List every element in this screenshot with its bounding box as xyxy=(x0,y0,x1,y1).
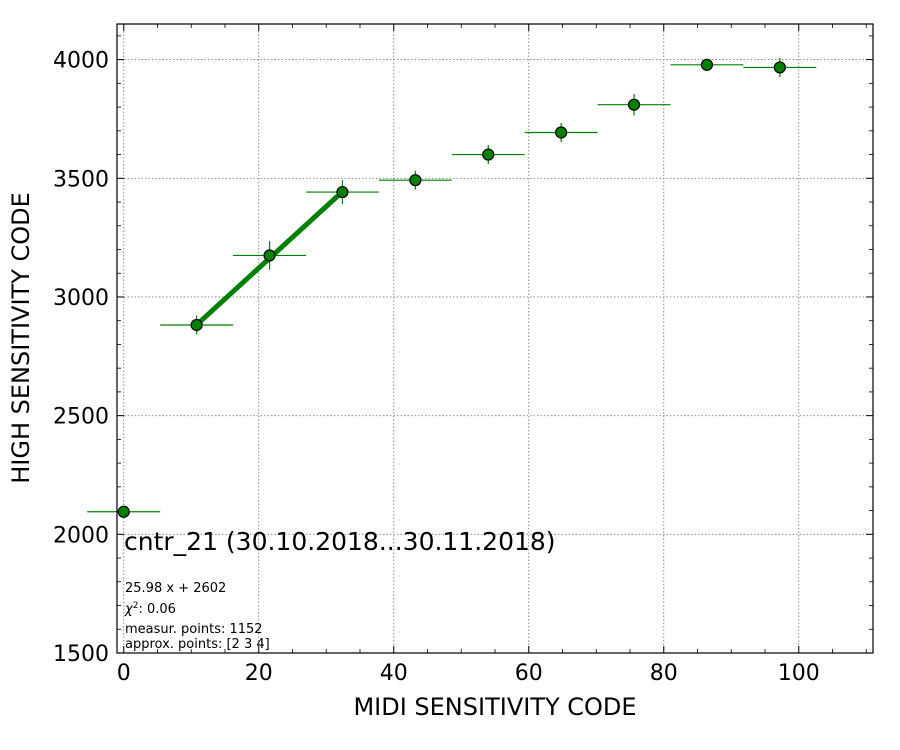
x-tick-label: 20 xyxy=(245,661,273,686)
annotation-approx-points: approx. points: [2 3 4] xyxy=(125,637,270,652)
chi2-value: : 0.06 xyxy=(138,602,175,617)
y-tick-label: 2000 xyxy=(53,523,109,548)
annotation-title: cntr_21 (30.10.2018...30.11.2018) xyxy=(124,527,556,556)
x-tick-labels: 0 20 40 60 80 100 xyxy=(117,661,820,686)
data-point xyxy=(773,61,786,74)
major-ticks xyxy=(117,24,873,654)
x-axis-label: MIDI SENSITIVITY CODE xyxy=(353,693,636,721)
data-point xyxy=(700,58,714,71)
x-tick-label: 40 xyxy=(380,661,408,686)
annotation-measur-points: measur. points: 1152 xyxy=(125,622,263,637)
plot-frame xyxy=(116,23,874,654)
data-point xyxy=(627,98,641,111)
data-point xyxy=(336,185,349,199)
y-tick-label: 3500 xyxy=(53,167,109,192)
data-point xyxy=(263,249,276,262)
x-tick-label: 100 xyxy=(778,661,820,686)
x-tick-label: 80 xyxy=(650,661,678,686)
y-tick-label: 1500 xyxy=(53,642,109,667)
y-tick-labels: 1500 2000 2500 3000 3500 4000 xyxy=(53,49,109,667)
data-point xyxy=(555,126,568,139)
y-tick-label: 2500 xyxy=(53,405,109,430)
x-tick-label: 0 xyxy=(117,661,131,686)
data-point xyxy=(482,148,495,161)
data-points xyxy=(117,58,786,518)
y-tick-label: 3000 xyxy=(53,286,109,311)
chi2-symbol: χ xyxy=(124,602,134,617)
data-point xyxy=(190,318,203,332)
error-bars xyxy=(87,57,817,513)
data-point xyxy=(409,174,422,187)
y-tick-label: 4000 xyxy=(53,49,109,74)
annotation-equation: 25.98 x + 2602 xyxy=(125,581,226,596)
y-axis-label: HIGH SENSITIVITY CODE xyxy=(7,192,35,484)
minor-ticks xyxy=(117,24,873,653)
chi2-power: 2 xyxy=(133,601,139,611)
annotation-chi2: χ2: 0.06 xyxy=(124,601,176,617)
x-tick-label: 60 xyxy=(515,661,543,686)
data-point xyxy=(117,505,130,518)
grid-lines xyxy=(117,24,873,654)
